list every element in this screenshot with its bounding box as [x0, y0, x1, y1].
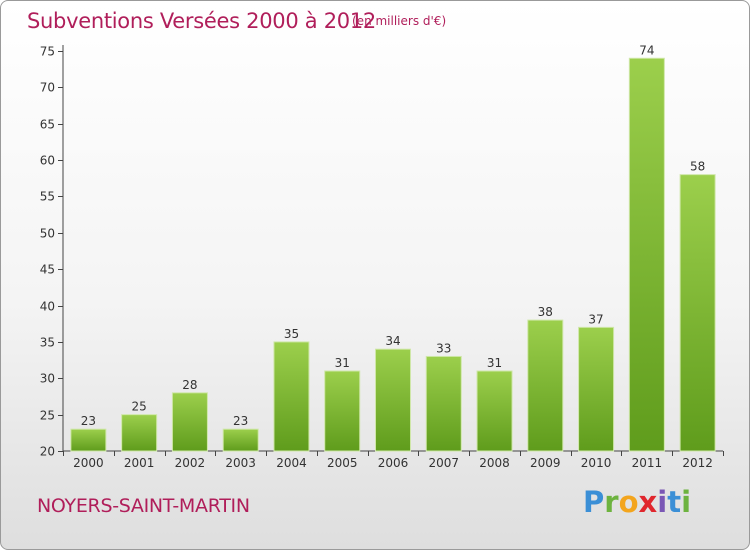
x-tick-label: 2012: [682, 456, 713, 470]
y-tick-label: 25: [40, 409, 55, 423]
y-tick-label: 65: [40, 118, 55, 132]
bar: [70, 428, 107, 452]
bar-value-label: 58: [690, 160, 705, 174]
x-tick-label: 2010: [581, 456, 612, 470]
bar: [121, 414, 158, 452]
bar-value-label: 28: [182, 378, 197, 392]
logo-letter: i: [657, 485, 668, 519]
x-tick-label: 2008: [479, 456, 510, 470]
x-tick-label: 2009: [530, 456, 561, 470]
bar: [375, 348, 411, 452]
commune-name: NOYERS-SAINT-MARTIN: [37, 495, 250, 517]
bar-value-label: 31: [487, 356, 502, 370]
bar-value-label: 34: [385, 334, 400, 348]
bar: [679, 174, 716, 452]
bar: [578, 326, 615, 452]
x-tick-label: 2002: [175, 456, 206, 470]
x-tick-label: 2001: [124, 456, 155, 470]
bar-value-label: 38: [538, 305, 553, 319]
y-tick-label: 70: [40, 81, 55, 95]
x-tick-label: 2006: [378, 456, 409, 470]
bar-value-label: 23: [81, 414, 96, 428]
axes: 20 25 30 35 40 45 50 55 60 65 70 75 2000 2001 2002 2003…: [40, 45, 724, 470]
bar-value-label: 33: [436, 341, 451, 355]
bar: [171, 392, 208, 452]
bar-value-label: 74: [639, 43, 654, 57]
bar-value-label: 31: [335, 356, 350, 370]
bar: [273, 341, 310, 452]
x-tick-label: 2004: [276, 456, 307, 470]
bar-value-label: 37: [588, 312, 603, 326]
y-tick-label: 30: [40, 372, 55, 386]
bar-value-label: 23: [233, 414, 248, 428]
logo-letter: P: [583, 485, 605, 519]
bars: [70, 57, 716, 452]
logo-letter: r: [604, 485, 619, 519]
bar-value-label: 25: [132, 400, 147, 414]
y-tick-label: 45: [40, 263, 55, 277]
value-labels: 23 25 28 23 35 31 34 33 31 38 37 74 58: [81, 43, 706, 428]
x-tick-label: 2011: [632, 456, 663, 470]
y-tick-label: 55: [40, 190, 55, 204]
logo-letter: o: [618, 485, 639, 519]
bar: [425, 355, 462, 452]
x-tick-label: 2000: [73, 456, 104, 470]
chart-title: Subventions Versées 2000 à 2012: [27, 9, 376, 33]
bar: [222, 428, 259, 452]
logo-letter: t: [667, 485, 682, 519]
y-tick-label: 35: [40, 336, 55, 350]
x-tick-label: 2007: [428, 456, 459, 470]
proxiti-logo: Proxiti: [583, 485, 691, 525]
chart-subtitle: (en milliers d'€): [352, 14, 447, 28]
logo-letter: x: [638, 485, 658, 519]
x-tick-label: 2003: [225, 456, 256, 470]
y-tick-label: 60: [40, 154, 55, 168]
bar: [476, 370, 513, 452]
logo-letter: i: [681, 485, 692, 519]
y-tick-label: 20: [40, 445, 55, 459]
bar: [527, 319, 564, 452]
y-tick-label: 40: [40, 300, 55, 314]
bar: [324, 370, 361, 452]
y-tick-label: 50: [40, 227, 55, 241]
bar-value-label: 35: [284, 327, 299, 341]
bar: [628, 57, 665, 452]
x-tick-label: 2005: [327, 456, 358, 470]
y-tick-label: 75: [40, 45, 55, 59]
